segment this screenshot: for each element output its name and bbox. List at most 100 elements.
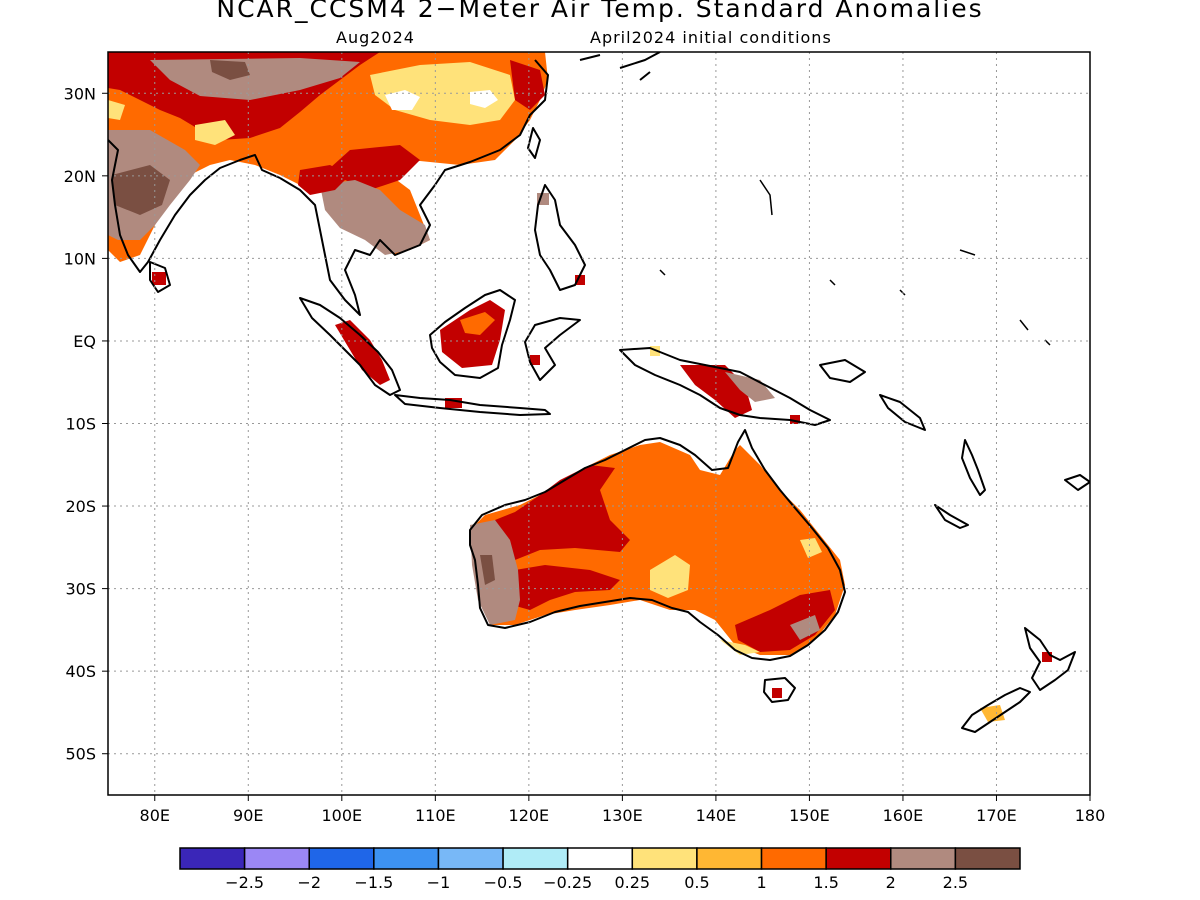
shade-indochina-brown — [320, 180, 430, 255]
coast-srilanka — [149, 261, 171, 293]
lon-label: 140E — [696, 806, 737, 825]
shade-australia-brown-se — [790, 615, 820, 640]
colorbar-tick-label: −1.5 — [354, 873, 393, 892]
coast-fiji — [1064, 474, 1090, 491]
lon-label: 150E — [789, 806, 830, 825]
colorbar-boxes — [179, 847, 1021, 870]
lat-label: 10S — [65, 415, 96, 434]
colorbar-swatch — [760, 847, 827, 870]
shade-sumatra — [335, 320, 390, 385]
forecast-month: Aug2024 — [336, 28, 415, 47]
shade-australia-red-sw — [512, 565, 620, 610]
colorbar-swatch — [502, 847, 569, 870]
colorbar-swatch — [631, 847, 698, 870]
coast-vanuatu — [961, 439, 986, 496]
shade-china-white1 — [385, 90, 420, 110]
lon-label: 110E — [415, 806, 456, 825]
lat-label: 20N — [64, 167, 96, 186]
shade-china-white2 — [470, 90, 498, 108]
shade-srilanka — [152, 272, 166, 285]
shade-australia-light-e — [800, 538, 822, 558]
lon-label: 100E — [321, 806, 362, 825]
shade-tasmania — [772, 688, 782, 698]
lon-label: 160E — [883, 806, 924, 825]
shade-australia-brown-w — [470, 520, 520, 625]
axis-labels: 30N 20N 10N EQ 10S 20S 30S 40S 50S 80E 90E 100E 110E… — [64, 84, 1106, 825]
coast-nz-south — [961, 687, 1031, 733]
shade-tibet-dark — [210, 60, 250, 80]
lat-label: 30N — [64, 84, 96, 103]
graticule — [108, 52, 1090, 795]
lat-label: 30S — [65, 580, 96, 599]
coast-india — [108, 139, 281, 273]
map-title: NCAR_CCSM4 2−Meter Air Temp. Standard An… — [216, 0, 984, 23]
coast-tasmania — [763, 677, 796, 703]
lat-label: 50S — [65, 745, 96, 764]
shade-philippines-red — [575, 275, 585, 285]
colorbar-tick-label: 0.5 — [684, 873, 709, 892]
coast-philippines — [534, 184, 586, 291]
anomaly-shading — [108, 52, 1052, 722]
colorbar-labels: −2.5 −2 −1.5 −1 −0.5 −0.25 0.25 0.5 1 1.5 2 2.5 — [225, 873, 968, 892]
colorbar-tick-label: −0.5 — [484, 873, 523, 892]
colorbar-tick-label: −2.5 — [225, 873, 264, 892]
colorbar-swatch — [179, 847, 246, 870]
shade-asia-red2 — [510, 60, 545, 110]
shade-png-brown — [725, 372, 775, 402]
colorbar-swatch — [373, 847, 440, 870]
lon-label: 80E — [140, 806, 170, 825]
colorbar-tick-label: −0.25 — [543, 873, 592, 892]
colorbar-swatch — [308, 847, 375, 870]
shade-borneo-orange — [460, 312, 495, 335]
colorbar-swatch — [437, 847, 504, 870]
coast-sulawesi — [524, 317, 581, 381]
colorbar-tick-label: 1.5 — [813, 873, 838, 892]
colorbar-swatch — [825, 847, 892, 870]
lat-label: EQ — [73, 332, 96, 351]
initial-conditions: April2024 initial conditions — [590, 28, 832, 47]
shade-india-yellow — [108, 100, 125, 120]
lat-label: 40S — [65, 662, 96, 681]
colorbar-tick-label: 2 — [886, 873, 896, 892]
lon-label: 130E — [602, 806, 643, 825]
lon-label: 90E — [233, 806, 263, 825]
shade-australia-light-s — [720, 640, 760, 655]
shade-southchina-red — [330, 145, 420, 190]
coast-sumatra — [299, 297, 401, 396]
shade-australia-dark-w — [480, 555, 495, 585]
colorbar-swatch — [696, 847, 763, 870]
colorbar-tick-label: −2 — [297, 873, 321, 892]
lat-label: 10N — [64, 249, 96, 268]
shade-nz-south — [980, 705, 1005, 722]
colorbar-tick-label: 0.25 — [614, 873, 650, 892]
coast-japan — [579, 52, 661, 81]
shade-australia-red-nw — [495, 465, 630, 560]
colorbar-swatch — [890, 847, 957, 870]
shade-india-yellow2 — [195, 120, 235, 145]
lon-label: 170E — [976, 806, 1017, 825]
coast-newbritain — [819, 359, 866, 383]
coastlines — [108, 52, 1090, 733]
coast-png — [619, 347, 831, 426]
coast-australia — [469, 429, 846, 661]
lon-label: 180 — [1075, 806, 1106, 825]
coast-taiwan — [527, 127, 541, 159]
shade-indochina-red — [298, 165, 350, 195]
colorbar-tick-label: 2.5 — [943, 873, 968, 892]
colorbar-swatch — [243, 847, 310, 870]
coast-borneo — [429, 289, 516, 379]
colorbar-swatch — [566, 847, 634, 870]
coast-newcaledonia — [934, 504, 969, 529]
lon-label: 120E — [509, 806, 550, 825]
coast-nz-north — [1024, 627, 1076, 691]
colorbar-swatch — [954, 847, 1021, 870]
colorbar-tick-label: −1 — [427, 873, 451, 892]
coast-java — [394, 394, 551, 416]
lat-label: 20S — [65, 497, 96, 516]
coast-micronesia — [659, 179, 1051, 346]
shade-tibet-brown — [150, 58, 360, 100]
shade-india-dark — [112, 165, 170, 215]
shade-sulawesi — [530, 355, 540, 365]
